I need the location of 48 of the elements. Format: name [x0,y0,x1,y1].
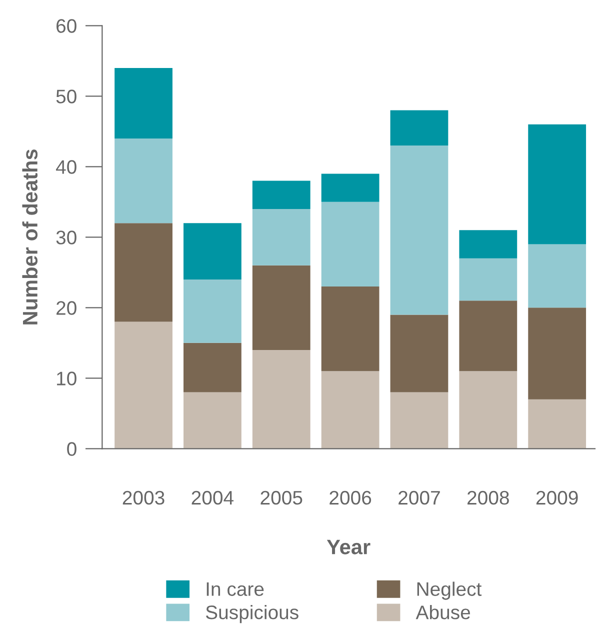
legend-label: In care [206,582,264,596]
bar [184,279,242,343]
y-tick-label: 0 [67,442,76,456]
bar [390,110,448,146]
y-axis-title: Number of deaths [22,149,38,324]
y-tick-label: 30 [56,230,76,244]
bar [459,300,518,372]
y-tick-label: 40 [56,160,76,174]
bar [184,392,242,449]
bar [390,146,448,315]
x-tick-label: 2008 [468,490,509,505]
bar [321,202,380,287]
legend-label: Abuse [416,604,470,620]
bar [459,258,518,301]
bar [252,265,310,350]
bar [184,342,242,392]
bar [252,350,310,449]
x-tick-label: 2009 [536,490,578,505]
bar [252,180,310,209]
bar [321,286,380,372]
bar [184,223,242,280]
bar [390,314,448,392]
bar [528,124,586,244]
y-tick-label: 20 [56,301,76,315]
bar [459,230,518,258]
x-tick-label: 2006 [330,490,372,505]
bar [390,392,448,449]
x-tick-label: 2007 [398,490,440,505]
bar [114,138,172,224]
bar [528,399,586,449]
bar [114,322,172,449]
bar [528,244,586,308]
bar [459,371,518,449]
bar [114,223,172,322]
legend-label: Neglect [417,582,482,600]
y-tick-label: 60 [56,19,76,33]
x-axis-title: Year [326,540,370,554]
legend-label: Suspicious [206,604,298,624]
y-tick-label: 50 [56,90,76,104]
x-tick-label: 2004 [192,490,234,505]
bar [528,308,586,400]
bar [321,174,380,202]
y-tick-label: 10 [57,372,76,386]
x-tick-label: 2003 [122,490,164,505]
bar [252,208,310,266]
x-tick-label: 2005 [260,490,302,505]
bar [114,68,172,138]
bar [321,371,380,449]
